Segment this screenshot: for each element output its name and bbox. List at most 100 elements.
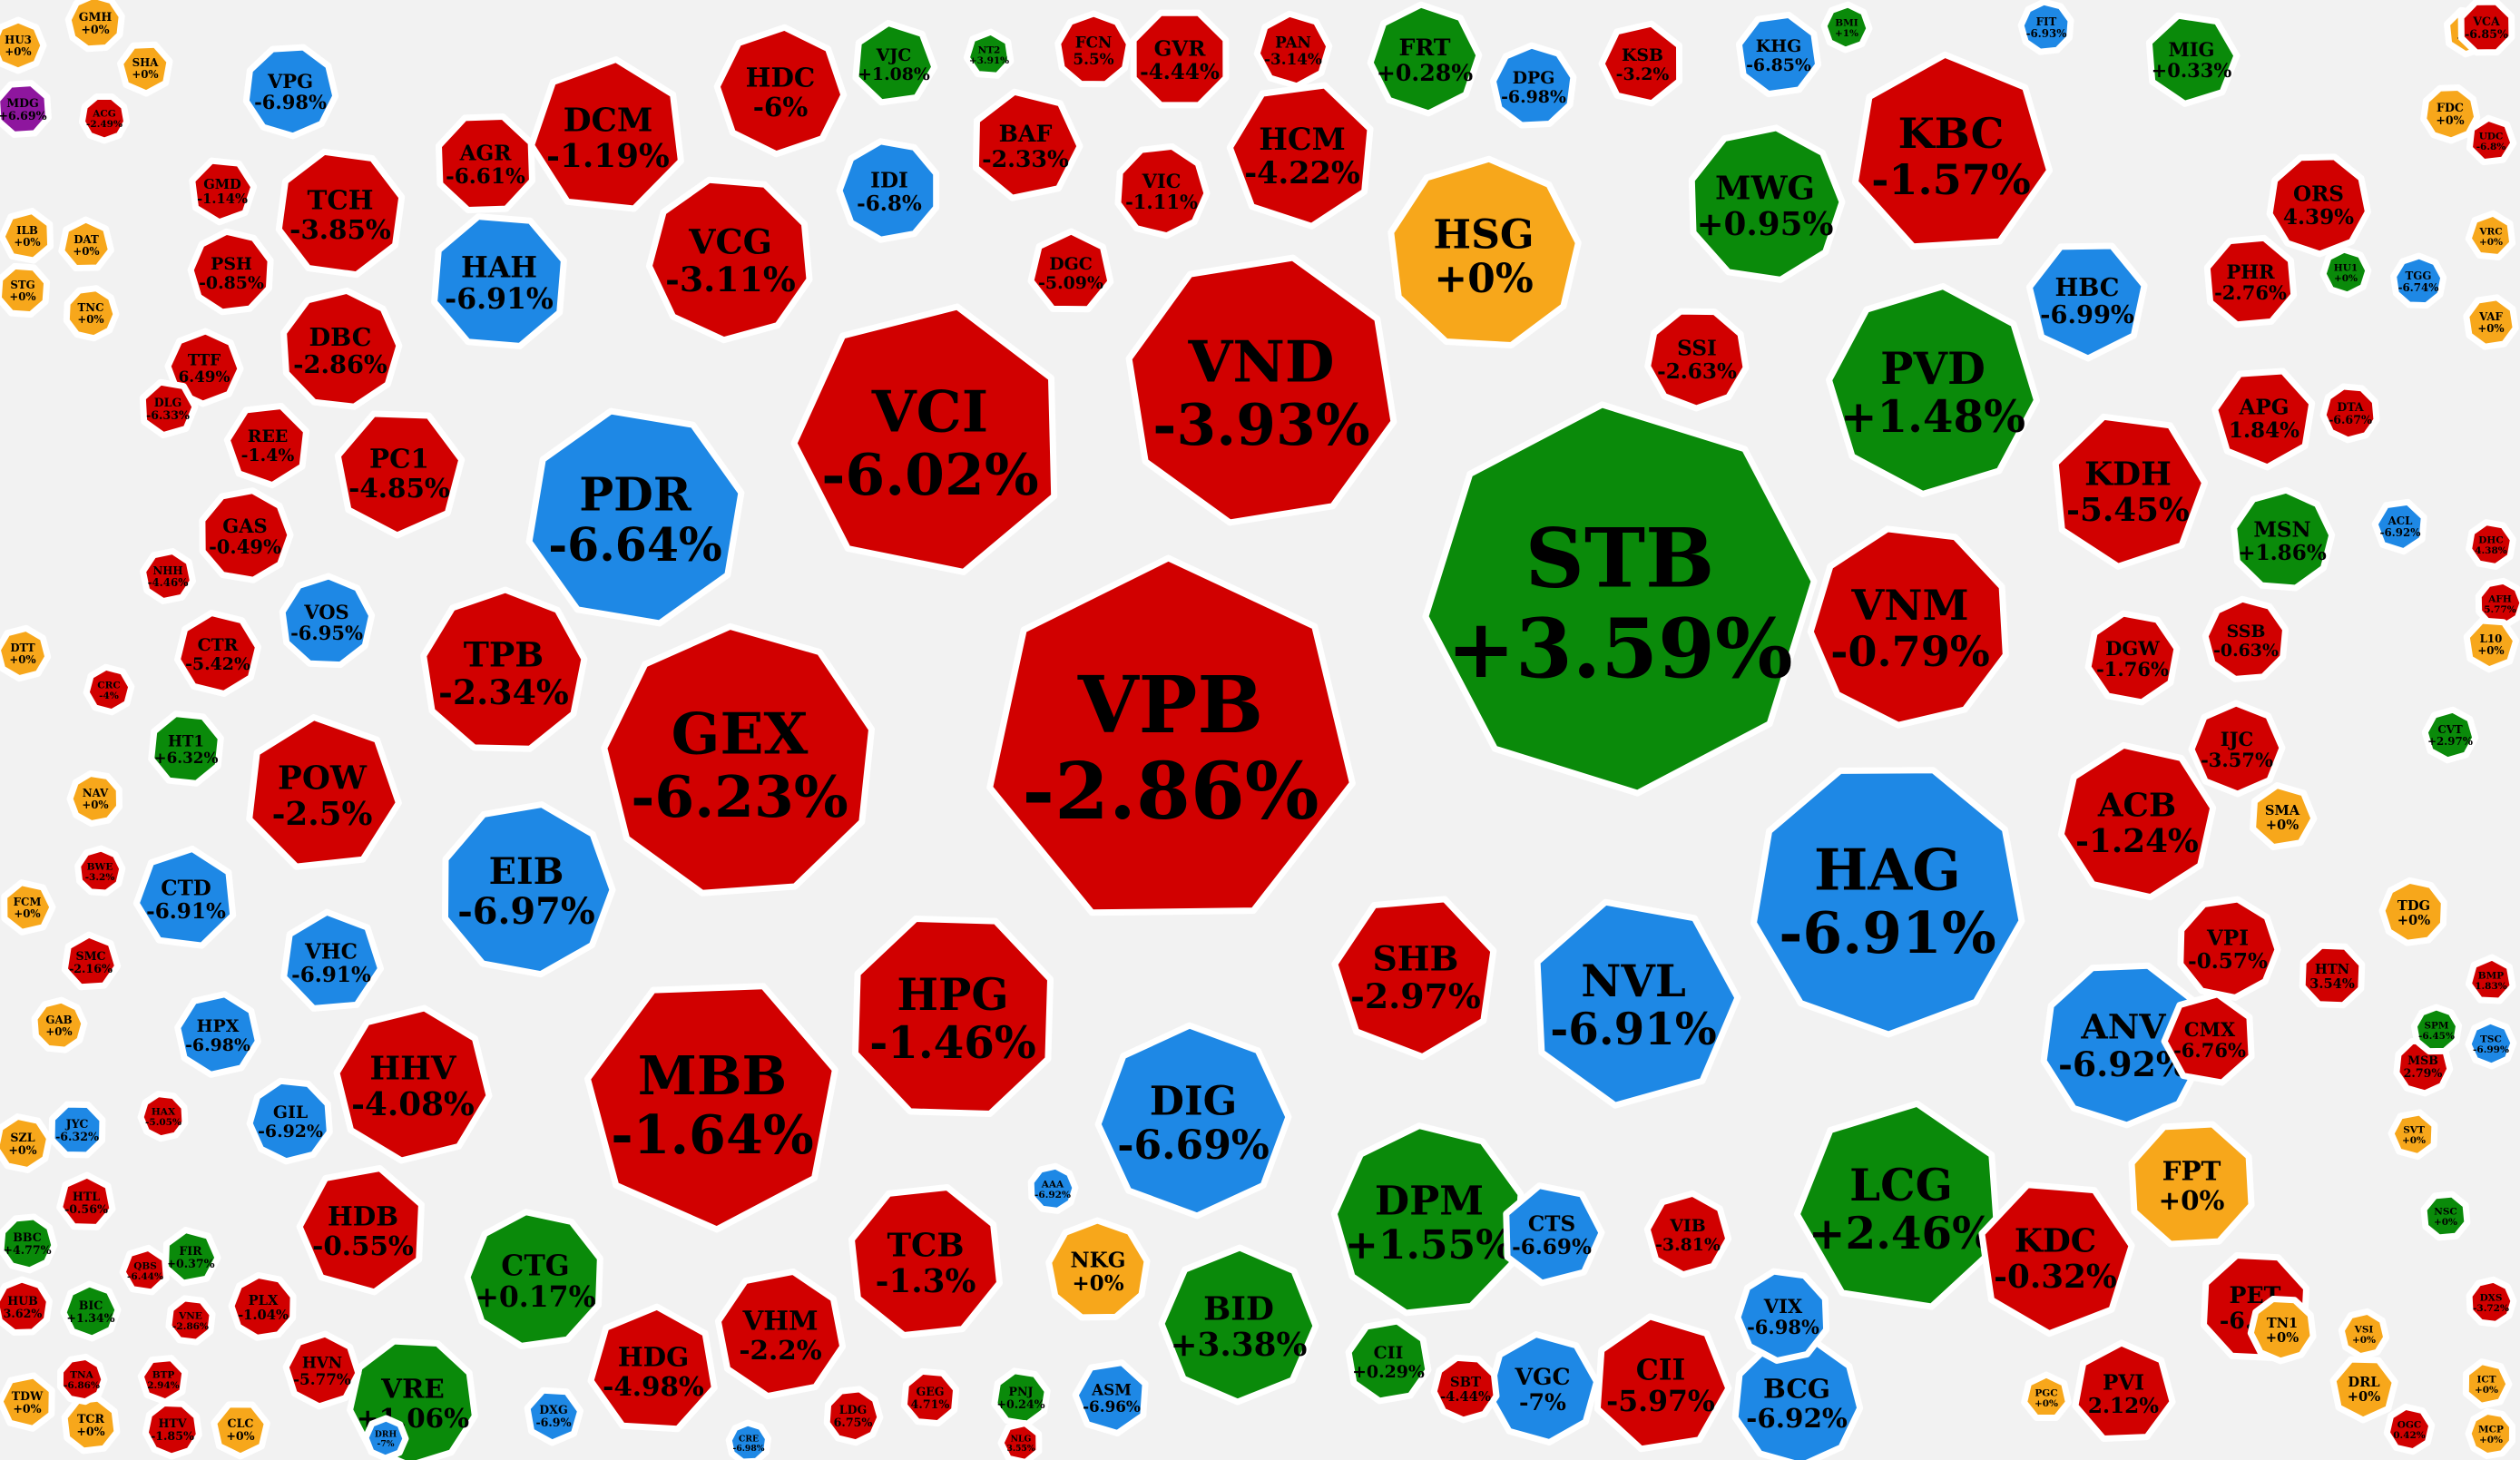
cell-vhc[interactable]: VHC-6.91% — [280, 908, 384, 1012]
cell-fpt[interactable]: FPT+0% — [2128, 1121, 2255, 1248]
cell-tgg[interactable]: TGG-6.74% — [2390, 252, 2447, 309]
cell-bmi[interactable]: BMI+1% — [1820, 1, 1873, 54]
cell-acl[interactable]: ACL-6.92% — [2371, 498, 2427, 555]
cell-ksb[interactable]: KSB-3.2% — [1598, 20, 1683, 107]
cell-tdg[interactable]: TDG+0% — [2378, 877, 2447, 946]
cell-udc[interactable]: UDC-6.8% — [2466, 114, 2517, 166]
cell-vpb[interactable]: VPB-2.86% — [986, 554, 1356, 916]
cell-tcr[interactable]: TCR+0% — [61, 1395, 121, 1455]
cell-hcm[interactable]: HCM-4.22% — [1226, 82, 1374, 230]
cell-lcg[interactable]: LCG+2.46% — [1793, 1100, 2002, 1310]
cell-svt[interactable]: SVT+0% — [2388, 1109, 2438, 1161]
cell-ctr[interactable]: CTR-5.42% — [174, 610, 261, 697]
cell-vjc[interactable]: VJC+1.08% — [852, 19, 938, 106]
cell-shb[interactable]: SHB-2.97% — [1331, 896, 1497, 1061]
cell-sbt[interactable]: SBT-4.44% — [1430, 1354, 1500, 1424]
cell-gmd[interactable]: GMD-1.14% — [189, 157, 258, 226]
cell-hpx[interactable]: HPX-6.98% — [174, 991, 261, 1078]
cell-gmh[interactable]: GMH+0% — [64, 0, 125, 53]
cell-pvd[interactable]: PVD+1.48% — [1826, 283, 2040, 497]
cell-pdr[interactable]: PDR-6.64% — [525, 407, 745, 627]
cell-mig[interactable]: MIG+0.33% — [2145, 12, 2241, 107]
cell-mwg[interactable]: MWG+0.95% — [1688, 124, 1846, 283]
cell-eib[interactable]: EIB-6.97% — [442, 801, 616, 978]
cell-vnd[interactable]: VND-3.93% — [1125, 254, 1397, 526]
cell-smc[interactable]: SMC-2.16% — [61, 931, 122, 991]
cell-tcb[interactable]: TCB-1.3% — [848, 1184, 1003, 1338]
cell-tnc[interactable]: TNC+0% — [63, 285, 120, 342]
cell-vcg[interactable]: VCG-3.11% — [645, 176, 813, 344]
cell-vsi[interactable]: VSI+0% — [2338, 1308, 2390, 1360]
cell-fit[interactable]: FIT-6.93% — [2017, 0, 2074, 55]
cell-htl[interactable]: HTL-0.56% — [56, 1171, 116, 1230]
cell-plx[interactable]: PLX-1.04% — [228, 1271, 297, 1341]
cell-drh[interactable]: DRH-7% — [362, 1415, 409, 1460]
cell-cii[interactable]: CII+0.29% — [1345, 1318, 1432, 1405]
cell-hdb[interactable]: HDB-0.55% — [296, 1165, 425, 1296]
cell-nvl[interactable]: NVL-6.91% — [1534, 898, 1741, 1109]
cell-hah[interactable]: HAH-6.91% — [431, 213, 567, 349]
cell-stb[interactable]: STB+3.59% — [1422, 401, 1818, 797]
cell-cre[interactable]: CRE-6.98% — [725, 1419, 771, 1460]
cell-fcm[interactable]: FCM+0% — [1, 879, 56, 936]
cell-htv[interactable]: HTV-1.85% — [142, 1400, 202, 1460]
cell-aaa[interactable]: AAA-6.92% — [1027, 1162, 1079, 1214]
cell-pan[interactable]: PAN-3.14% — [1253, 10, 1333, 90]
cell-hu3[interactable]: HU3+0% — [0, 16, 47, 74]
cell-vnm[interactable]: VNM-0.79% — [1807, 525, 2009, 729]
cell-pgc[interactable]: PGC+0% — [2021, 1371, 2072, 1421]
cell-bcg[interactable]: BCG-6.92% — [1731, 1338, 1864, 1460]
cell-acg[interactable]: ACG-2.49% — [78, 93, 131, 144]
cell-szl[interactable]: SZL+0% — [0, 1113, 53, 1173]
cell-hag[interactable]: HAG-6.91% — [1750, 767, 2025, 1038]
cell-nt2[interactable]: NT2+3.91% — [963, 28, 1015, 79]
cell-idi[interactable]: IDI-6.8% — [836, 138, 940, 243]
cell-gvr[interactable]: GVR-4.44% — [1130, 9, 1230, 109]
cell-dpg[interactable]: DPG-6.98% — [1489, 42, 1577, 129]
cell-dig[interactable]: DIG-6.69% — [1094, 1022, 1292, 1220]
cell-agr[interactable]: AGR-6.61% — [436, 113, 535, 213]
cell-asm[interactable]: ASM-6.96% — [1072, 1359, 1149, 1436]
cell-nsc[interactable]: NSC+0% — [2420, 1191, 2471, 1241]
cell-clc[interactable]: CLC+0% — [211, 1401, 270, 1460]
cell-vci[interactable]: VCI-6.02% — [790, 303, 1058, 575]
cell-dlg[interactable]: DLG-6.33% — [139, 378, 199, 439]
cell-vrc[interactable]: VRC+0% — [2465, 210, 2516, 260]
cell-ssb[interactable]: SSB-0.63% — [2201, 595, 2289, 682]
cell-vos[interactable]: VOS-6.95% — [279, 573, 376, 669]
cell-qbs[interactable]: QBS-6.44% — [119, 1244, 170, 1296]
cell-vic[interactable]: VIC-1.11% — [1114, 142, 1211, 240]
cell-vib[interactable]: VIB-3.81% — [1643, 1190, 1732, 1279]
cell-khg[interactable]: KHG-6.85% — [1735, 11, 1822, 98]
cell-cmx[interactable]: CMX-6.76% — [2161, 991, 2255, 1086]
cell-hu1[interactable]: HU1+0% — [2319, 246, 2372, 299]
cell-stg[interactable]: STG+0% — [0, 262, 51, 318]
cell-msn[interactable]: MSN+1.86% — [2231, 486, 2336, 592]
cell-dta[interactable]: DTA-6.67% — [2319, 383, 2380, 444]
cell-cii[interactable]: CII-5.97% — [1593, 1313, 1732, 1453]
cell-ijc[interactable]: IJC-3.57% — [2188, 700, 2286, 798]
cell-jyc[interactable]: JYC-6.32% — [48, 1101, 106, 1159]
cell-pnj[interactable]: PNJ+0.24% — [991, 1367, 1051, 1427]
cell-vaf[interactable]: VAF+0% — [2463, 294, 2519, 350]
cell-mdg[interactable]: MDG+6.69% — [0, 80, 52, 138]
cell-sha[interactable]: SHA+0% — [117, 41, 173, 97]
cell-ht1[interactable]: HT1+6.32% — [148, 710, 224, 787]
cell-ict[interactable]: ICT+0% — [2462, 1358, 2513, 1409]
cell-kdc[interactable]: KDC-0.32% — [1978, 1181, 2135, 1338]
cell-nhh[interactable]: NHH-4.46% — [140, 548, 196, 604]
cell-mcp[interactable]: MCP+0% — [2465, 1407, 2515, 1460]
cell-acb[interactable]: ACB-1.24% — [2057, 741, 2217, 901]
cell-ctg[interactable]: CTG+0.17% — [464, 1209, 603, 1349]
cell-tsc[interactable]: TSC-6.99% — [2465, 1017, 2517, 1070]
cell-dcm[interactable]: DCM-1.19% — [528, 56, 684, 212]
cell-pc1[interactable]: PC1-4.85% — [334, 410, 466, 539]
cell-dgw[interactable]: DGW-1.76% — [2084, 610, 2181, 706]
cell-dxs[interactable]: DXS-3.72% — [2466, 1276, 2517, 1328]
